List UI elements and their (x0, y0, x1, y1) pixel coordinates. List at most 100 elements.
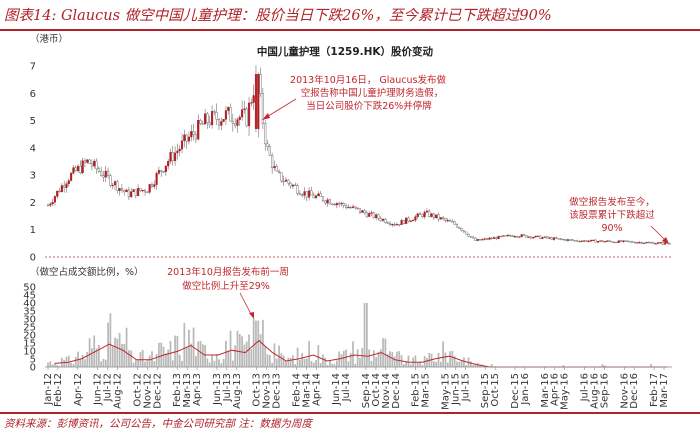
candle-body (153, 184, 156, 187)
candle-body (185, 134, 188, 142)
candle-body (488, 237, 491, 240)
candle-body (485, 238, 489, 240)
short-volume-bar (74, 357, 77, 367)
candle-body (257, 73, 260, 129)
candle-body (351, 206, 355, 208)
candle-body (100, 171, 103, 176)
short-volume-bar (164, 353, 167, 367)
candle-body (534, 235, 537, 238)
candle-body (287, 179, 290, 184)
short-volume-bar (382, 338, 384, 367)
short-volume-bar (160, 342, 163, 367)
candle-body (273, 166, 276, 168)
month-tick-label: Feb-14 (291, 373, 302, 407)
candle-body (525, 235, 528, 238)
candle-body (358, 208, 362, 213)
short-volume-bar (437, 352, 440, 367)
candle-body (573, 240, 576, 242)
short-volume-bar (322, 354, 324, 367)
short-volume-bar (220, 363, 223, 367)
month-tick-label: Feb-15 (411, 373, 422, 407)
ratio-arrow (239, 292, 253, 317)
candle-body (335, 203, 338, 206)
candle-body (601, 240, 604, 242)
short-volume-bar (308, 341, 310, 367)
month-tick-label: Aug-16 (589, 373, 600, 409)
candle-body (603, 241, 606, 243)
event-arrow (264, 98, 297, 119)
short-volume-bar (88, 338, 91, 367)
candle-body (388, 223, 392, 225)
short-volume-bar (146, 359, 149, 367)
candle-body (234, 123, 237, 126)
month-tick-label: Dec-13 (272, 373, 283, 409)
candle-body (661, 242, 664, 245)
candle-body (647, 242, 650, 244)
candle-body (123, 189, 126, 193)
candle-body (220, 121, 223, 126)
short-volume-bar (178, 354, 181, 367)
candle-body (576, 240, 579, 242)
candle-body (107, 170, 110, 176)
short-volume-bar (435, 361, 438, 367)
short-volume-bar (458, 361, 461, 367)
candle-body (93, 160, 96, 167)
short-volume-bar (169, 340, 172, 367)
ratio-tick-label: 10 (23, 347, 36, 358)
candle-body (146, 191, 149, 193)
short-volume-bar (158, 342, 160, 367)
candle-body (483, 238, 486, 240)
short-volume-bar (352, 341, 354, 367)
candle-body (67, 180, 70, 185)
month-tick-label: Feb-17 (649, 373, 660, 407)
price-tick-label: 6 (30, 89, 36, 100)
month-tick-label: Apr-13 (192, 373, 203, 406)
candle-body (199, 120, 202, 124)
candle-body (208, 122, 211, 126)
candle-body (354, 206, 357, 209)
short-volume-bar (63, 359, 66, 367)
candle-body (365, 212, 368, 217)
short-volume-bar (324, 357, 327, 367)
candle-body (127, 189, 130, 198)
short-volume-bar (174, 335, 176, 367)
candle-body (201, 123, 204, 125)
candle-body (606, 240, 609, 242)
short-volume-bar (384, 338, 387, 367)
short-volume-bar (155, 354, 158, 367)
month-tick-label: May-16 (560, 373, 571, 410)
short-volume-bar (51, 364, 54, 367)
short-volume-bar (84, 359, 86, 367)
short-volume-bar (252, 318, 255, 367)
candle-body (118, 188, 121, 191)
short-volume-bar (312, 362, 315, 367)
candle-body (460, 228, 463, 231)
candle-body (548, 237, 551, 239)
candle-body (125, 189, 128, 193)
candle-body (46, 204, 50, 207)
candle-body (555, 237, 558, 239)
candle-body (349, 206, 352, 209)
short-volume-bar (118, 332, 121, 367)
short-volume-bar (167, 349, 170, 367)
candle-body (566, 239, 569, 241)
candle-body (409, 220, 412, 222)
short-volume-bar (104, 359, 107, 367)
ratio-tick-label: 30 (23, 315, 36, 326)
short-volume-bar (97, 344, 100, 367)
candle-body (113, 181, 117, 186)
short-volume-bar (319, 363, 322, 367)
candle-body (278, 170, 281, 173)
short-volume-bar (243, 344, 246, 367)
candle-body (236, 119, 239, 126)
short-volume-bar (449, 351, 451, 367)
month-tick-label: Aug-13 (232, 373, 243, 409)
candle-body (143, 189, 147, 193)
month-tick-label: Jul-16 (580, 373, 591, 402)
candle-body (412, 219, 415, 222)
candle-body (421, 214, 424, 217)
short-volume-bar (366, 303, 368, 367)
short-volume-bar (421, 364, 424, 367)
candle-body (81, 160, 84, 174)
month-tick-label: Sep-16 (599, 373, 610, 408)
